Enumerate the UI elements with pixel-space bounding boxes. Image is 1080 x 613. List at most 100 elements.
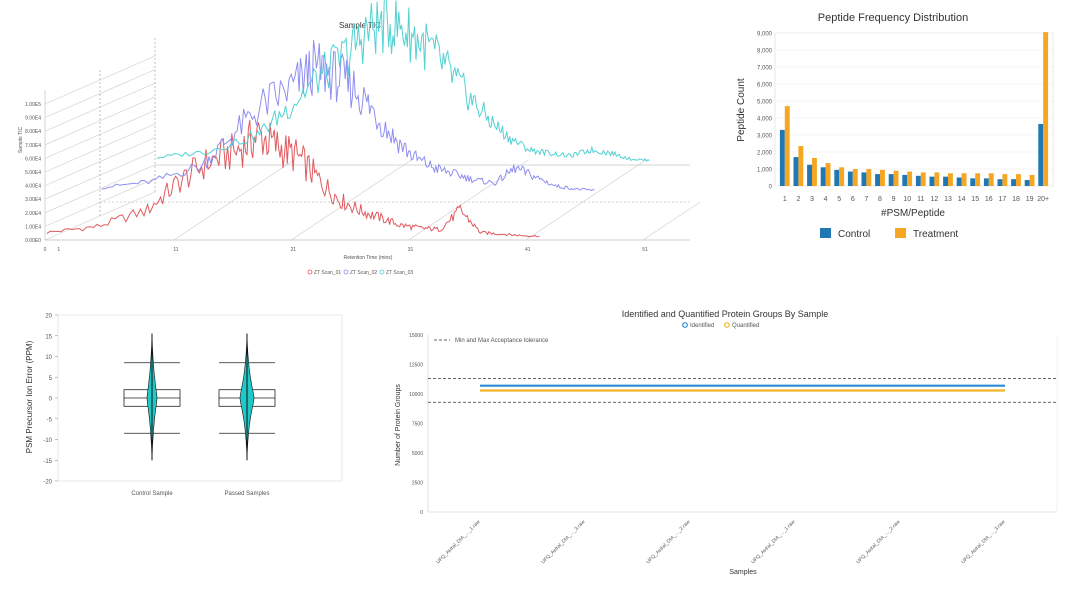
tic-ytick-label: 6.00E4 [25, 156, 41, 162]
peptide-xtick-label: 12 [931, 196, 939, 203]
peptide-bar [956, 177, 962, 186]
peptide-ytick-label: 7,000 [757, 66, 773, 72]
peptide-ytick-label: 3,000 [757, 134, 773, 140]
tic-xtick-label: 31 [408, 247, 414, 253]
tic-ytick-label: 9.00E4 [25, 116, 41, 122]
tic-ylabel: Sample TIC [18, 126, 24, 153]
peptide-bar [793, 157, 799, 186]
protein-ytick-label: 15000 [409, 333, 423, 339]
peptide-bar [825, 163, 831, 186]
violin-ytick-label: -5 [47, 417, 53, 423]
violin-ytick-label: 10 [45, 355, 52, 361]
peptide-bar [943, 176, 948, 186]
peptide-bar [779, 129, 785, 186]
peptide-ytick-label: 2,000 [757, 151, 773, 157]
tic-legend-marker [307, 269, 313, 275]
peptide-bar [1024, 180, 1030, 186]
peptide-legend-swatch [895, 228, 906, 238]
peptide-bar [839, 167, 845, 186]
tic-ytick-label: 1.00E5 [25, 102, 41, 108]
peptide-xtick-label: 7 [864, 196, 868, 203]
peptide-bar [907, 171, 913, 186]
tic-ytick-label: 8.00E4 [25, 129, 41, 135]
tic-ytick-label: 5.00E4 [25, 170, 41, 176]
peptide-xtick-label: 3 [810, 196, 814, 203]
peptide-xtick-label: 17 [999, 196, 1007, 203]
peptide-xtick-label: 1 [783, 196, 787, 203]
protein-legend-label: Quantified [732, 323, 759, 329]
protein-legend: Identified Quantified [682, 322, 759, 329]
tic-xtick-label: 0 [44, 247, 47, 253]
violin-axes: 20 15 10 5 0 -5 -10 -15 -20 Control Sample Passed … [43, 314, 343, 497]
peptide-bar [784, 106, 790, 186]
tic-gridline [44, 69, 156, 118]
peptide-bar [929, 176, 935, 186]
peptide-legend-swatch [820, 228, 831, 238]
violin-ytick-label: 15 [45, 334, 52, 340]
peptide-bar [988, 173, 994, 186]
protein-xtick-label: UFQ_Astral_DIA_..._3.raw [960, 519, 1006, 565]
protein-legend-marker [724, 322, 730, 328]
peptide-xtick-label: 18 [1012, 196, 1020, 203]
protein-ytick-label: 5000 [412, 451, 423, 457]
protein-axes: 15000 12500 10000 7500 5000 2500 0 Min and Max … [409, 333, 1058, 565]
peptide-ytick-label: 1,000 [757, 168, 773, 174]
protein-ytick-label: 0 [420, 510, 423, 516]
protein-ylabel: Number of Protein Groups [395, 384, 402, 466]
peptide-legend-label: Control [838, 229, 870, 240]
protein-xlabel: Samples [729, 569, 757, 576]
tic-ytick-label: 3.00E4 [25, 197, 41, 203]
tic-series [46, 0, 650, 238]
tic-depth-line [642, 159, 764, 241]
peptide-legend-label: Treatment [913, 229, 958, 240]
violin-plot-area [57, 314, 343, 482]
peptide-ytick-label: 5,000 [757, 100, 773, 106]
peptide-ylabel: Peptide Count [736, 78, 747, 142]
peptide-xtick-label: 14 [958, 196, 966, 203]
tic-xtick-label: 41 [525, 247, 531, 253]
peptide-xtick-label: 10 [903, 196, 911, 203]
tic-ytick-label: 1.00E4 [25, 224, 41, 230]
peptide-ytick-label: 8,000 [757, 49, 773, 55]
peptide-xtick-label: 16 [985, 196, 993, 203]
tic-legend-marker [379, 269, 385, 275]
protein-ytick-label: 10000 [409, 392, 423, 398]
protein-xtick-label: UFQ_Astral_DIA_..._2.raw [855, 519, 901, 565]
tic-series-line [46, 120, 540, 238]
peptide-bar [902, 174, 908, 186]
peptide-bars [779, 32, 1049, 187]
peptide-bar [997, 179, 1003, 186]
tic-ytick-label: 0.00E0 [25, 238, 41, 244]
peptide-bar [812, 157, 817, 186]
peptide-xtick-label: 2 [796, 196, 800, 203]
tic-chart: Sample TIC Sample TIC Retention Time (mi… [18, 0, 764, 276]
violin-ytick-label: 5 [49, 376, 53, 382]
peptide-chart-panel: Peptide Frequency Distribution Peptide C… [720, 0, 1080, 250]
peptide-xlabel: #PSM/Peptide [881, 208, 945, 219]
violin-marks [123, 333, 276, 461]
tic-xtick-label: 51 [642, 247, 648, 253]
protein-ytick-label: 7500 [412, 422, 423, 428]
peptide-xtick-label: 15 [971, 196, 979, 203]
protein-chart-panel: Identified and Quantified Protein Groups… [380, 300, 1070, 590]
protein-xtick-label: UFQ_Astral_DIA_..._3.raw [540, 519, 586, 565]
peptide-xtick-label: 11 [917, 196, 924, 203]
peptide-bar [1038, 123, 1044, 186]
protein-tolerance-legend-label: Min and Max Acceptance tolerance [455, 338, 549, 344]
peptide-chart: Peptide Frequency Distribution Peptide C… [736, 12, 1054, 240]
violin-ytick-label: -10 [43, 438, 52, 444]
tic-depth-line [525, 159, 646, 241]
protein-ytick-label: 12500 [409, 363, 423, 369]
protein-legend-label: Identified [690, 323, 714, 329]
peptide-bar [866, 169, 872, 186]
peptide-xtick-label: 19 [1026, 196, 1034, 203]
peptide-bar [798, 146, 804, 186]
protein-xtick-label: UFQ_Astral_DIA_..._1.raw [750, 519, 796, 565]
tic-gridline [44, 137, 156, 186]
peptide-bar [915, 175, 921, 186]
tic-series-line [101, 40, 595, 192]
peptide-bar [1002, 174, 1008, 186]
peptide-xtick-label: 4 [824, 196, 828, 203]
tic-legend: ZT Scan_01 ZT Scan_02 ZT Scan_03 [307, 269, 413, 276]
protein-ytick-label: 2500 [412, 481, 423, 487]
